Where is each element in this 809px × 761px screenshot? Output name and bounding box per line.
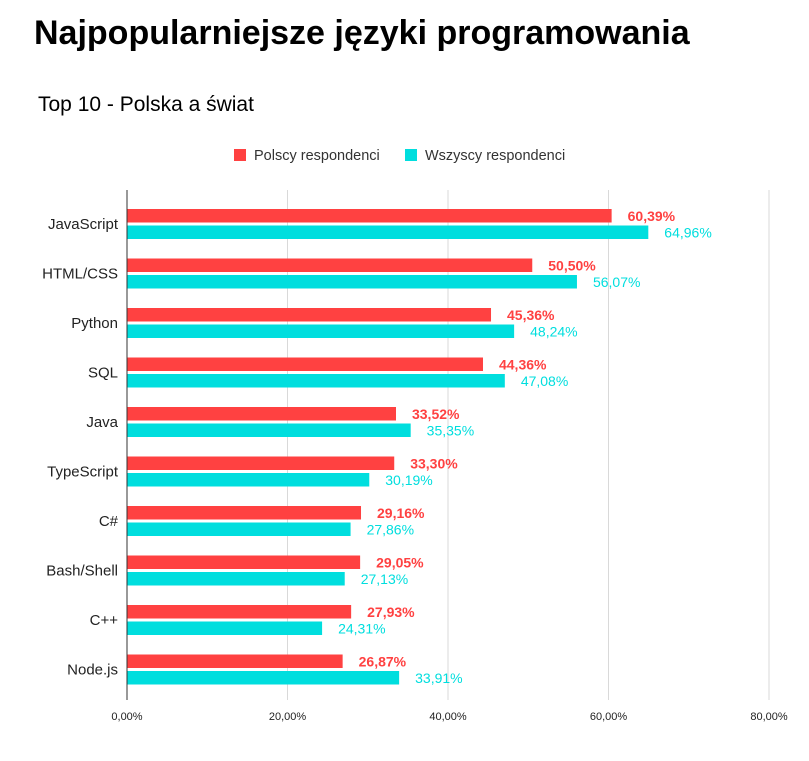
bar-polscy <box>127 654 343 668</box>
data-label: 26,87% <box>359 654 407 670</box>
bar-wszyscy <box>127 374 505 388</box>
bar-polscy <box>127 555 361 569</box>
category-label: Java <box>86 414 118 431</box>
category-label: JavaScript <box>48 216 119 233</box>
data-label: 35,35% <box>427 423 474 439</box>
bar-polscy <box>127 506 362 520</box>
data-label: 45,36% <box>507 307 555 323</box>
legend: Polscy respondenci Wszyscy respondenci <box>234 148 565 164</box>
bar-polscy <box>127 605 352 619</box>
legend-label-1: Polscy respondenci <box>254 148 380 164</box>
bar-wszyscy <box>127 671 400 685</box>
category-label: Node.js <box>67 662 118 679</box>
category-label: HTML/CSS <box>42 266 118 283</box>
chart-title: Najpopularniejsze języki programowania <box>34 14 690 52</box>
bar-wszyscy <box>127 324 515 338</box>
chart-subtitle: Top 10 - Polska a świat <box>38 93 254 116</box>
legend-swatch-2 <box>405 149 417 161</box>
bar-polscy <box>127 407 396 421</box>
category-label: C# <box>99 513 119 530</box>
axis: 0,00% 20,00% 40,00% 60,00% 80,00% JavaScript H… <box>42 190 788 723</box>
bar-wszyscy <box>127 423 411 437</box>
x-tick-label: 20,00% <box>269 711 307 723</box>
data-label: 27,93% <box>367 604 415 620</box>
category-label: TypeScript <box>47 464 119 481</box>
bar-polscy <box>127 209 612 223</box>
data-label: 50,50% <box>548 258 596 274</box>
data-label: 33,30% <box>410 456 458 472</box>
category-label: Bash/Shell <box>46 563 118 580</box>
bar-polscy <box>127 357 483 371</box>
x-tick-label: 0,00% <box>111 711 142 723</box>
data-label: 47,08% <box>521 373 568 389</box>
data-label: 56,07% <box>593 274 640 290</box>
category-label: Python <box>71 315 118 332</box>
bar-wszyscy <box>127 522 351 536</box>
bar-wszyscy <box>127 621 323 635</box>
data-label: 64,96% <box>664 225 711 241</box>
category-label: SQL <box>88 365 118 382</box>
data-label: 44,36% <box>499 357 547 373</box>
data-label: 33,52% <box>412 406 460 422</box>
data-label: 48,24% <box>530 324 577 340</box>
bar-wszyscy <box>127 572 345 586</box>
bar-polscy <box>127 258 533 272</box>
data-label: 60,39% <box>628 208 676 224</box>
category-label: C++ <box>90 612 119 629</box>
x-tick-label: 60,00% <box>590 711 628 723</box>
data-label: 30,19% <box>385 472 432 488</box>
bar-wszyscy <box>127 275 577 289</box>
bar-wszyscy <box>127 473 370 487</box>
legend-swatch-1 <box>234 149 246 161</box>
x-tick-label: 40,00% <box>429 711 467 723</box>
data-label: 24,31% <box>338 621 385 637</box>
bars: 60,39%64,96% 50,50%56,07% 45,36%48,24% 44,3… <box>127 208 712 686</box>
x-tick-label: 80,00% <box>750 711 788 723</box>
data-label: 27,86% <box>367 522 414 538</box>
bar-polscy <box>127 308 492 322</box>
data-label: 29,05% <box>376 555 424 571</box>
bar-wszyscy <box>127 225 649 239</box>
data-label: 27,13% <box>361 571 408 587</box>
data-label: 33,91% <box>415 670 462 686</box>
data-label: 29,16% <box>377 505 425 521</box>
legend-label-2: Wszyscy respondenci <box>425 148 565 164</box>
bar-polscy <box>127 456 395 470</box>
